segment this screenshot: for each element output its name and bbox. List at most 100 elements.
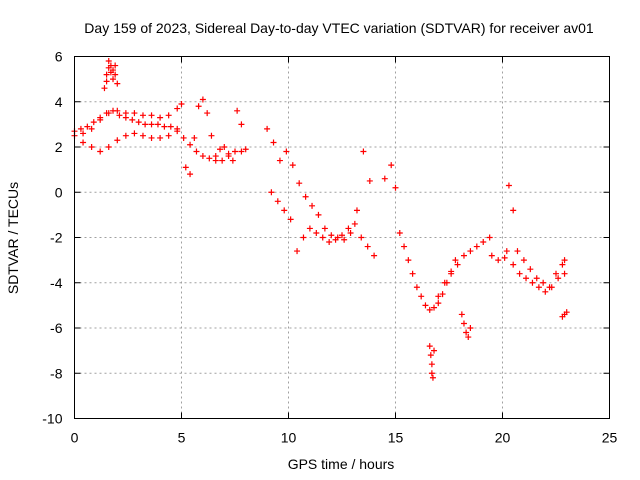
data-point	[300, 234, 307, 241]
data-point	[559, 261, 566, 268]
data-point	[426, 343, 433, 350]
data-point	[366, 177, 373, 184]
data-point	[296, 180, 303, 187]
data-point	[561, 270, 568, 277]
data-point	[351, 220, 358, 227]
data-point	[157, 114, 164, 121]
data-point	[294, 248, 301, 255]
data-point	[533, 275, 540, 282]
data-point	[238, 121, 245, 128]
chart-title: Day 159 of 2023, Sidereal Day-to-day VTE…	[84, 20, 594, 36]
data-point	[460, 252, 467, 259]
data-point	[180, 134, 187, 141]
data-point	[347, 229, 354, 236]
data-point	[510, 261, 517, 268]
data-point	[441, 279, 448, 286]
data-point	[505, 182, 512, 189]
data-point	[463, 329, 470, 336]
data-point	[392, 184, 399, 191]
data-point	[103, 71, 110, 78]
data-point	[467, 325, 474, 331]
data-point	[405, 257, 412, 264]
data-point	[131, 110, 138, 117]
data-point	[129, 116, 136, 123]
y-axis: -10 -8 -6 -4 -2 0 2 4 6	[42, 49, 610, 427]
data-point	[429, 374, 436, 381]
x-tick-label: 0	[71, 430, 79, 446]
data-point	[326, 239, 333, 246]
data-point	[182, 164, 189, 171]
y-tick-label: 6	[55, 49, 63, 65]
data-point	[90, 119, 97, 126]
data-point	[467, 248, 474, 255]
data-point	[435, 300, 442, 307]
data-point	[480, 239, 487, 246]
data-point	[114, 107, 121, 114]
data-point	[101, 85, 108, 92]
data-point	[540, 279, 547, 286]
data-point	[268, 189, 275, 196]
data-point	[97, 116, 104, 123]
data-point	[503, 248, 510, 255]
data-point	[283, 148, 290, 155]
data-point	[345, 225, 352, 232]
data-point	[358, 234, 365, 241]
data-point	[105, 110, 112, 117]
data-point	[165, 112, 172, 119]
data-point	[428, 361, 435, 368]
data-point	[426, 306, 433, 313]
data-point	[353, 207, 360, 214]
data-point	[178, 101, 185, 108]
data-point	[165, 132, 172, 139]
data-point	[112, 71, 119, 78]
data-point	[435, 293, 442, 300]
data-point	[516, 270, 523, 277]
data-point	[274, 198, 281, 205]
data-point	[242, 146, 249, 153]
data-point	[191, 134, 198, 141]
data-point	[114, 137, 121, 144]
y-tick-label: -8	[50, 365, 63, 381]
data-point	[208, 132, 215, 139]
data-point	[206, 155, 213, 162]
data-point	[452, 257, 459, 264]
y-tick-label: -2	[50, 230, 63, 246]
data-point	[110, 76, 117, 83]
data-point	[270, 139, 277, 146]
data-point	[527, 266, 534, 273]
data-point	[116, 112, 123, 119]
y-tick-label: 2	[55, 139, 63, 155]
data-point	[313, 229, 320, 236]
data-point	[413, 284, 420, 291]
data-point	[148, 134, 155, 141]
data-point	[161, 123, 168, 130]
data-point	[431, 347, 438, 354]
data-point	[321, 225, 328, 232]
data-point	[439, 291, 446, 298]
data-point	[225, 150, 232, 157]
data-point	[187, 171, 194, 178]
data-point	[174, 105, 181, 112]
data-point	[319, 234, 326, 241]
data-point	[167, 123, 174, 130]
y-tick-label: 0	[55, 184, 63, 200]
data-point	[548, 284, 555, 291]
data-point	[488, 252, 495, 259]
data-point	[553, 270, 559, 277]
data-point	[465, 334, 472, 341]
data-point	[77, 125, 84, 132]
data-point	[287, 216, 294, 223]
data-point	[289, 162, 296, 169]
data-point	[306, 225, 313, 232]
data-point	[520, 257, 527, 264]
data-point	[561, 257, 568, 264]
data-point	[199, 96, 206, 103]
data-point	[195, 103, 202, 110]
data-point	[264, 125, 271, 132]
data-point	[193, 148, 200, 155]
series-hour-9-14-upper	[264, 125, 373, 243]
series-lower-band	[80, 128, 181, 155]
series-hour-21-23-lower-tail	[503, 248, 568, 295]
y-tick-label: -4	[50, 275, 63, 291]
